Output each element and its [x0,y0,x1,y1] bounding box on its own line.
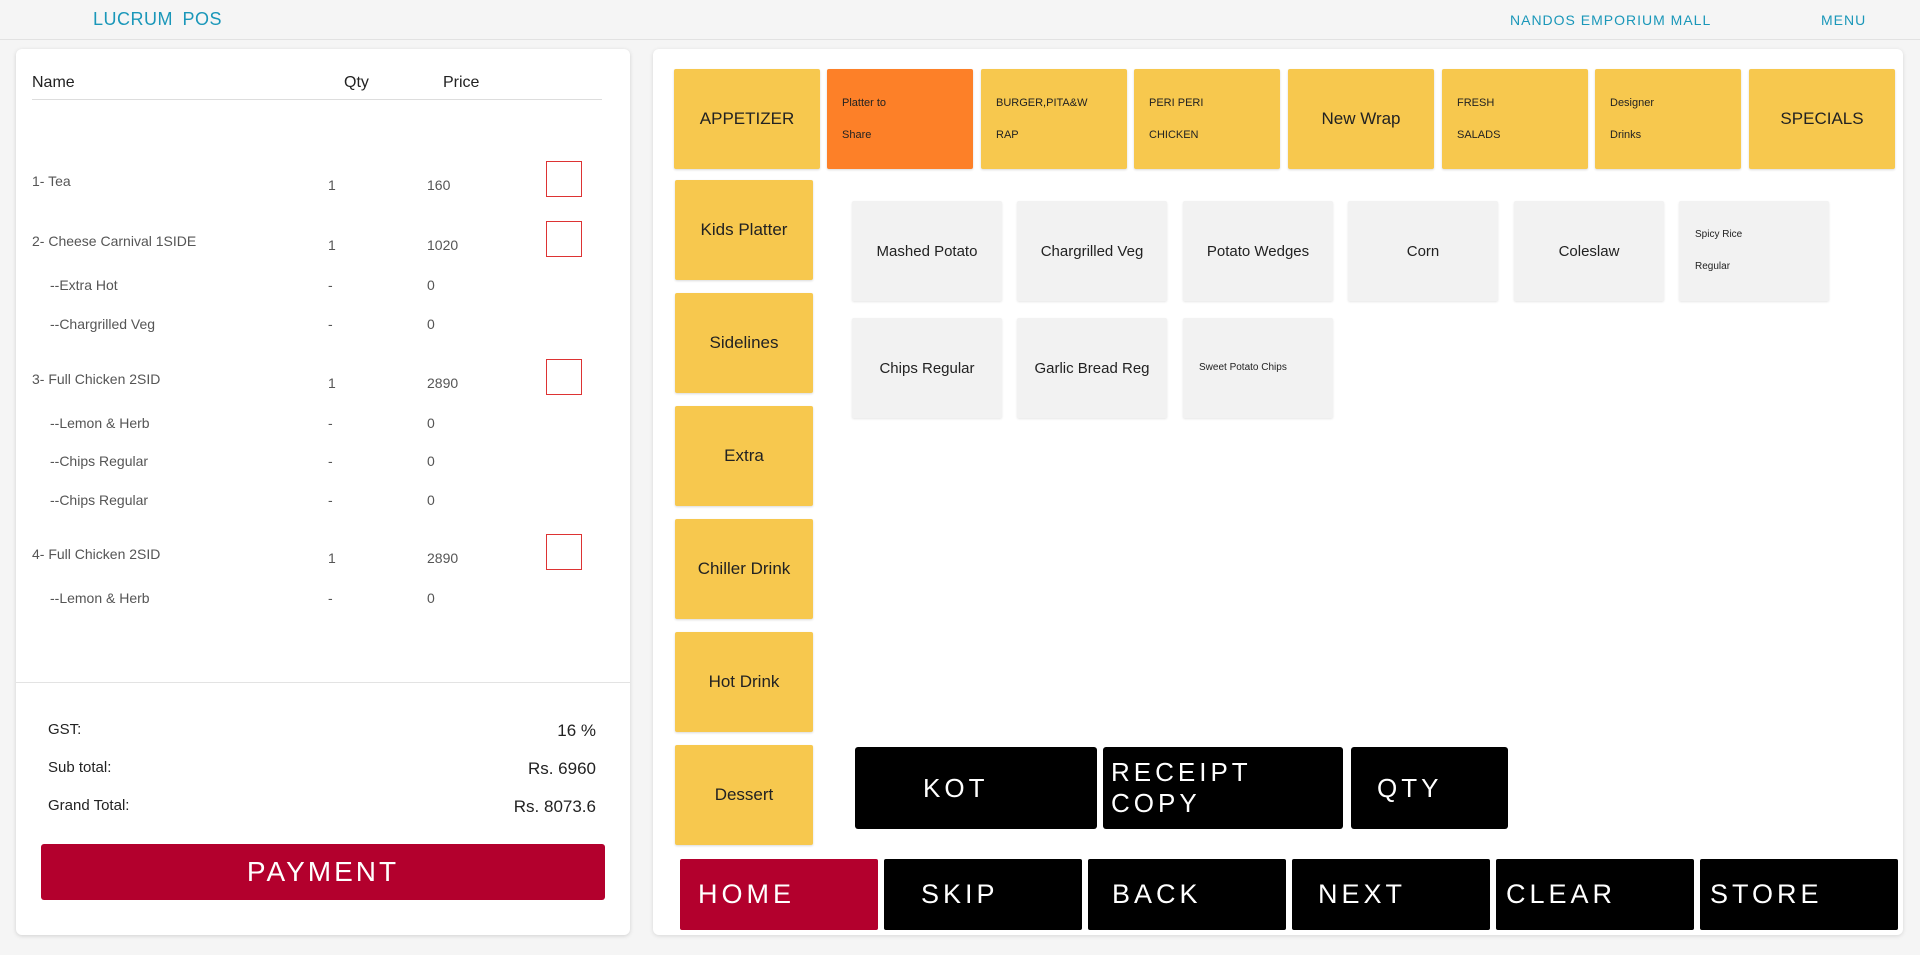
payment-button[interactable]: PAYMENT [41,844,605,900]
clear-button[interactable]: CLEAR [1496,859,1694,930]
order-item-name: --Chips Regular [50,492,149,508]
column-header-price: Price [443,74,480,91]
grand-total-value: Rs. 8073.6 [513,797,596,816]
order-panel: Name Qty Price 1- Tea 1 160 2- Cheese Ca… [16,49,630,935]
column-header-name: Name [32,74,75,91]
order-table-header: Name Qty Price [32,64,602,100]
order-item-price: 2890 [427,375,459,391]
category-designer-drinks[interactable]: Designer Drinks [1595,69,1741,169]
side-category-chiller-drink[interactable]: Chiller Drink [675,519,813,619]
grand-total-label: Grand Total: [48,797,130,814]
order-row-modifier: --Lemon & Herb - 0 [16,590,630,620]
item-garlic-bread-reg[interactable]: Garlic Bread Reg [1017,318,1167,418]
category-platter-to-share[interactable]: Platter to Share [827,69,973,169]
category-fresh-salads[interactable]: FRESH SALADS [1442,69,1588,169]
order-item-name: --Chargrilled Veg [50,316,156,332]
order-row-modifier: --Chips Regular - 0 [16,453,630,483]
order-item-qty: - [328,492,333,508]
order-item-qty: - [328,316,333,332]
next-button[interactable]: NEXT [1292,859,1490,930]
receipt-copy-button[interactable]: RECEIPT COPY [1103,747,1343,829]
skip-button[interactable]: SKIP [884,859,1082,930]
category-new-wrap[interactable]: New Wrap [1288,69,1434,169]
store-name: NANDOS EMPORIUM MALL [1510,12,1712,28]
order-row-modifier: --Extra Hot - 0 [16,277,630,307]
side-category-sidelines[interactable]: Sidelines [675,293,813,393]
order-item-checkbox[interactable] [546,161,582,197]
order-item-qty: - [328,415,333,431]
order-item-qty: - [328,590,333,606]
subtotal-value: Rs. 6960 [527,759,596,778]
order-item-price: 0 [427,590,435,606]
order-item-checkbox[interactable] [546,221,582,257]
order-item-qty: 1 [328,177,336,193]
side-category-dessert[interactable]: Dessert [675,745,813,845]
menu-panel: APPETIZER Platter to Share BURGER,PITA&W… [653,49,1903,935]
order-row-modifier: --Chips Regular - 0 [16,492,630,522]
order-item-price: 0 [427,316,435,332]
item-mashed-potato[interactable]: Mashed Potato [852,201,1002,301]
kot-button[interactable]: KOT [855,747,1097,829]
category-burger-pita-wrap[interactable]: BURGER,PITA&W RAP [981,69,1127,169]
order-item-qty: - [328,277,333,293]
order-item-name: 4- Full Chicken 2SID [32,546,161,562]
order-item-name: --Lemon & Herb [50,415,150,431]
item-chargrilled-veg[interactable]: Chargrilled Veg [1017,201,1167,301]
order-item-price: 0 [427,277,435,293]
order-row: 2- Cheese Carnival 1SIDE 1 1020 [16,221,630,263]
menu-link[interactable]: MENU [1821,12,1867,28]
app-brand: LUCRUM POS [93,9,223,29]
order-item-price: 160 [427,177,451,193]
category-appetizer[interactable]: APPETIZER [674,69,820,169]
gst-row: GST: 16 % [48,721,596,745]
column-header-qty: Qty [344,74,369,91]
top-bar: LUCRUM POS NANDOS EMPORIUM MALL MENU [0,0,1920,40]
back-button[interactable]: BACK [1088,859,1286,930]
item-corn[interactable]: Corn [1348,201,1498,301]
side-category-kids-platter[interactable]: Kids Platter [675,180,813,280]
order-item-checkbox[interactable] [546,359,582,395]
order-divider [16,682,630,683]
order-item-name: 2- Cheese Carnival 1SIDE [32,233,197,249]
order-item-name: --Extra Hot [50,277,118,293]
order-item-name: --Lemon & Herb [50,590,150,606]
order-row-modifier: --Lemon & Herb - 0 [16,415,630,445]
side-category-hot-drink[interactable]: Hot Drink [675,632,813,732]
item-coleslaw[interactable]: Coleslaw [1514,201,1664,301]
item-potato-wedges[interactable]: Potato Wedges [1183,201,1333,301]
category-peri-peri-chicken[interactable]: PERI PERI CHICKEN [1134,69,1280,169]
side-category-extra[interactable]: Extra [675,406,813,506]
order-item-price: 0 [427,492,435,508]
order-item-price: 2890 [427,550,459,566]
store-button[interactable]: STORE [1700,859,1898,930]
order-item-name: 1- Tea [32,173,71,189]
order-item-price: 1020 [427,237,459,253]
category-specials[interactable]: SPECIALS [1749,69,1895,169]
order-row-modifier: --Chargrilled Veg - 0 [16,316,630,346]
subtotal-label: Sub total: [48,759,112,776]
order-item-price: 0 [427,415,435,431]
order-row: 4- Full Chicken 2SID 1 2890 [16,534,630,576]
order-item-qty: 1 [328,237,336,253]
qty-button[interactable]: QTY [1351,747,1508,829]
item-sweet-potato-chips[interactable]: Sweet Potato Chips [1183,318,1333,418]
gst-label: GST: [48,721,82,738]
order-row: 1- Tea 1 160 [16,161,630,203]
order-item-qty: 1 [328,550,336,566]
order-item-price: 0 [427,453,435,469]
order-item-name: --Chips Regular [50,453,149,469]
subtotal-row: Sub total: Rs. 6960 [48,759,596,783]
item-spicy-rice-regular[interactable]: Spicy Rice Regular [1679,201,1829,301]
order-item-qty: - [328,453,333,469]
grand-total-row: Grand Total: Rs. 8073.6 [48,797,596,821]
order-item-checkbox[interactable] [546,534,582,570]
order-item-name: 3- Full Chicken 2SID [32,371,161,387]
order-row: 3- Full Chicken 2SID 1 2890 [16,359,630,401]
home-button[interactable]: HOME [680,859,878,930]
order-item-qty: 1 [328,375,336,391]
item-chips-regular[interactable]: Chips Regular [852,318,1002,418]
gst-value: 16 % [557,721,596,740]
